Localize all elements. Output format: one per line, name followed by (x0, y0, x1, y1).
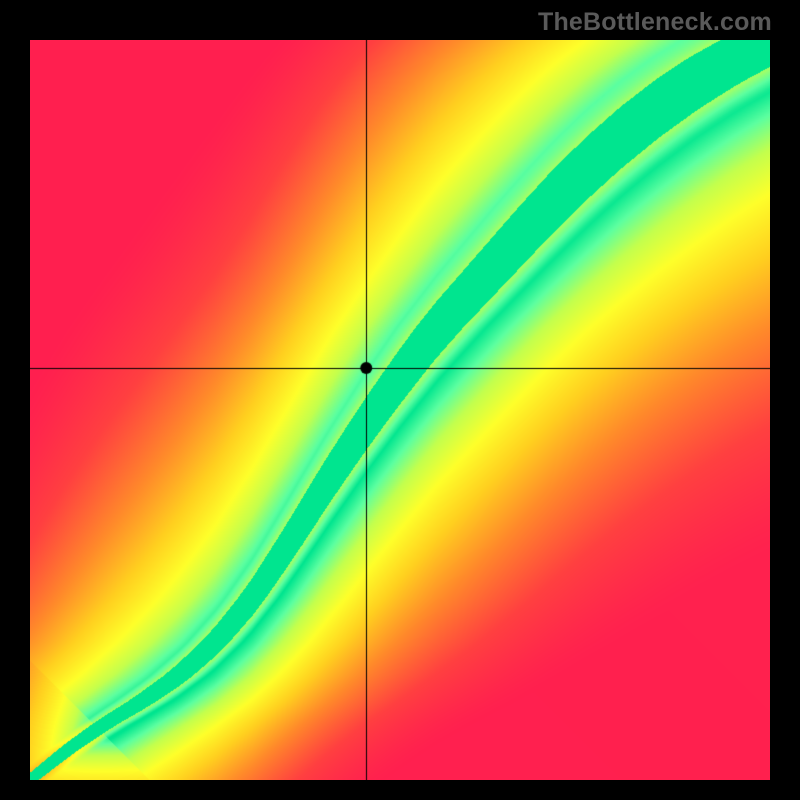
heatmap-area (30, 40, 770, 780)
watermark-text: TheBottleneck.com (538, 8, 772, 37)
heatmap-canvas (30, 40, 770, 780)
chart-container: TheBottleneck.com (0, 0, 800, 800)
